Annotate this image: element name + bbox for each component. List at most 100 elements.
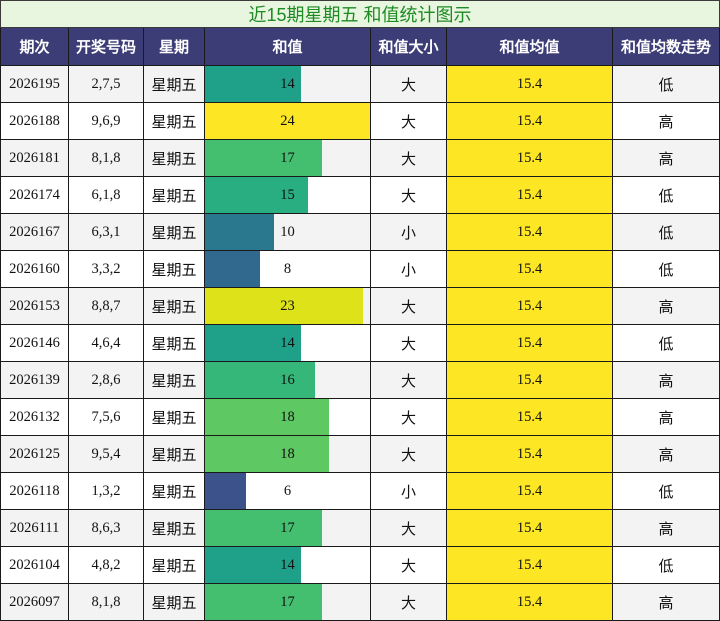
table-row: 2026118 1,3,2 星期五 6 小 15.4 低 xyxy=(0,473,720,510)
sum-cell: 14 xyxy=(205,66,371,103)
table-row: 2026188 9,6,9 星期五 24 大 15.4 高 xyxy=(0,103,720,140)
period-cell: 2026118 xyxy=(0,473,69,510)
mean-cell: 15.4 xyxy=(447,473,613,510)
sum-value: 6 xyxy=(283,482,292,499)
weekday-cell: 星期五 xyxy=(144,399,205,436)
weekday-cell: 星期五 xyxy=(144,584,205,621)
mean-cell: 15.4 xyxy=(447,140,613,177)
header-sum: 和值 xyxy=(205,28,371,66)
period-cell: 2026195 xyxy=(0,66,69,103)
period-cell: 2026097 xyxy=(0,584,69,621)
trend-cell: 高 xyxy=(613,436,720,473)
sum-bar xyxy=(205,473,247,509)
sum-bar xyxy=(205,288,364,324)
weekday-cell: 星期五 xyxy=(144,362,205,399)
weekday-cell: 星期五 xyxy=(144,547,205,584)
sum-value: 17 xyxy=(280,593,295,610)
sum-value: 14 xyxy=(280,75,295,92)
mean-cell: 15.4 xyxy=(447,177,613,214)
weekday-cell: 星期五 xyxy=(144,436,205,473)
period-cell: 2026188 xyxy=(0,103,69,140)
table-row: 2026181 8,1,8 星期五 17 大 15.4 高 xyxy=(0,140,720,177)
numbers-cell: 2,7,5 xyxy=(69,66,144,103)
weekday-cell: 星期五 xyxy=(144,325,205,362)
sum-value: 17 xyxy=(280,519,295,536)
sum-bar xyxy=(205,251,260,287)
sum-cell: 16 xyxy=(205,362,371,399)
size-cell: 大 xyxy=(371,288,447,325)
mean-cell: 15.4 xyxy=(447,288,613,325)
numbers-cell: 3,3,2 xyxy=(69,251,144,288)
sum-cell: 8 xyxy=(205,251,371,288)
header-size: 和值大小 xyxy=(371,28,447,66)
trend-cell: 高 xyxy=(613,288,720,325)
table-row: 2026139 2,8,6 星期五 16 大 15.4 高 xyxy=(0,362,720,399)
mean-cell: 15.4 xyxy=(447,547,613,584)
mean-cell: 15.4 xyxy=(447,251,613,288)
weekday-cell: 星期五 xyxy=(144,510,205,547)
sum-value: 23 xyxy=(280,297,295,314)
sum-cell: 18 xyxy=(205,436,371,473)
size-cell: 大 xyxy=(371,140,447,177)
sum-bar xyxy=(205,103,370,139)
sum-value: 18 xyxy=(280,445,295,462)
size-cell: 大 xyxy=(371,436,447,473)
size-cell: 大 xyxy=(371,325,447,362)
trend-cell: 高 xyxy=(613,362,720,399)
period-cell: 2026125 xyxy=(0,436,69,473)
sum-bar xyxy=(205,362,315,398)
mean-cell: 15.4 xyxy=(447,362,613,399)
numbers-cell: 1,3,2 xyxy=(69,473,144,510)
mean-cell: 15.4 xyxy=(447,510,613,547)
sum-value: 24 xyxy=(280,112,295,129)
trend-cell: 低 xyxy=(613,251,720,288)
period-cell: 2026181 xyxy=(0,140,69,177)
trend-cell: 高 xyxy=(613,510,720,547)
header-numbers: 开奖号码 xyxy=(69,28,144,66)
table-row: 2026104 4,8,2 星期五 14 大 15.4 低 xyxy=(0,547,720,584)
header-trend: 和值均数走势 xyxy=(613,28,720,66)
trend-cell: 低 xyxy=(613,214,720,251)
trend-cell: 低 xyxy=(613,325,720,362)
sum-value: 14 xyxy=(280,334,295,351)
sum-value: 14 xyxy=(280,556,295,573)
trend-cell: 低 xyxy=(613,473,720,510)
weekday-cell: 星期五 xyxy=(144,288,205,325)
sum-cell: 24 xyxy=(205,103,371,140)
table-row: 2026160 3,3,2 星期五 8 小 15.4 低 xyxy=(0,251,720,288)
numbers-cell: 4,6,4 xyxy=(69,325,144,362)
period-cell: 2026139 xyxy=(0,362,69,399)
numbers-cell: 6,1,8 xyxy=(69,177,144,214)
period-cell: 2026167 xyxy=(0,214,69,251)
weekday-cell: 星期五 xyxy=(144,140,205,177)
period-cell: 2026153 xyxy=(0,288,69,325)
sum-cell: 15 xyxy=(205,177,371,214)
trend-cell: 高 xyxy=(613,584,720,621)
sum-bar xyxy=(205,66,302,102)
page-title: 近15期星期五 和值统计图示 xyxy=(0,0,720,28)
sum-bar xyxy=(205,325,302,361)
mean-cell: 15.4 xyxy=(447,436,613,473)
sum-cell: 17 xyxy=(205,140,371,177)
table-row: 2026195 2,7,5 星期五 14 大 15.4 低 xyxy=(0,66,720,103)
mean-cell: 15.4 xyxy=(447,399,613,436)
size-cell: 小 xyxy=(371,214,447,251)
period-cell: 2026174 xyxy=(0,177,69,214)
numbers-cell: 7,5,6 xyxy=(69,399,144,436)
numbers-cell: 9,5,4 xyxy=(69,436,144,473)
numbers-cell: 9,6,9 xyxy=(69,103,144,140)
period-cell: 2026104 xyxy=(0,547,69,584)
size-cell: 小 xyxy=(371,251,447,288)
sum-value: 16 xyxy=(280,371,295,388)
numbers-cell: 8,8,7 xyxy=(69,288,144,325)
period-cell: 2026160 xyxy=(0,251,69,288)
weekday-cell: 星期五 xyxy=(144,473,205,510)
sum-bar xyxy=(205,584,322,620)
table-row: 2026153 8,8,7 星期五 23 大 15.4 高 xyxy=(0,288,720,325)
table-row: 2026132 7,5,6 星期五 18 大 15.4 高 xyxy=(0,399,720,436)
mean-cell: 15.4 xyxy=(447,325,613,362)
trend-cell: 高 xyxy=(613,140,720,177)
trend-cell: 高 xyxy=(613,399,720,436)
weekday-cell: 星期五 xyxy=(144,251,205,288)
